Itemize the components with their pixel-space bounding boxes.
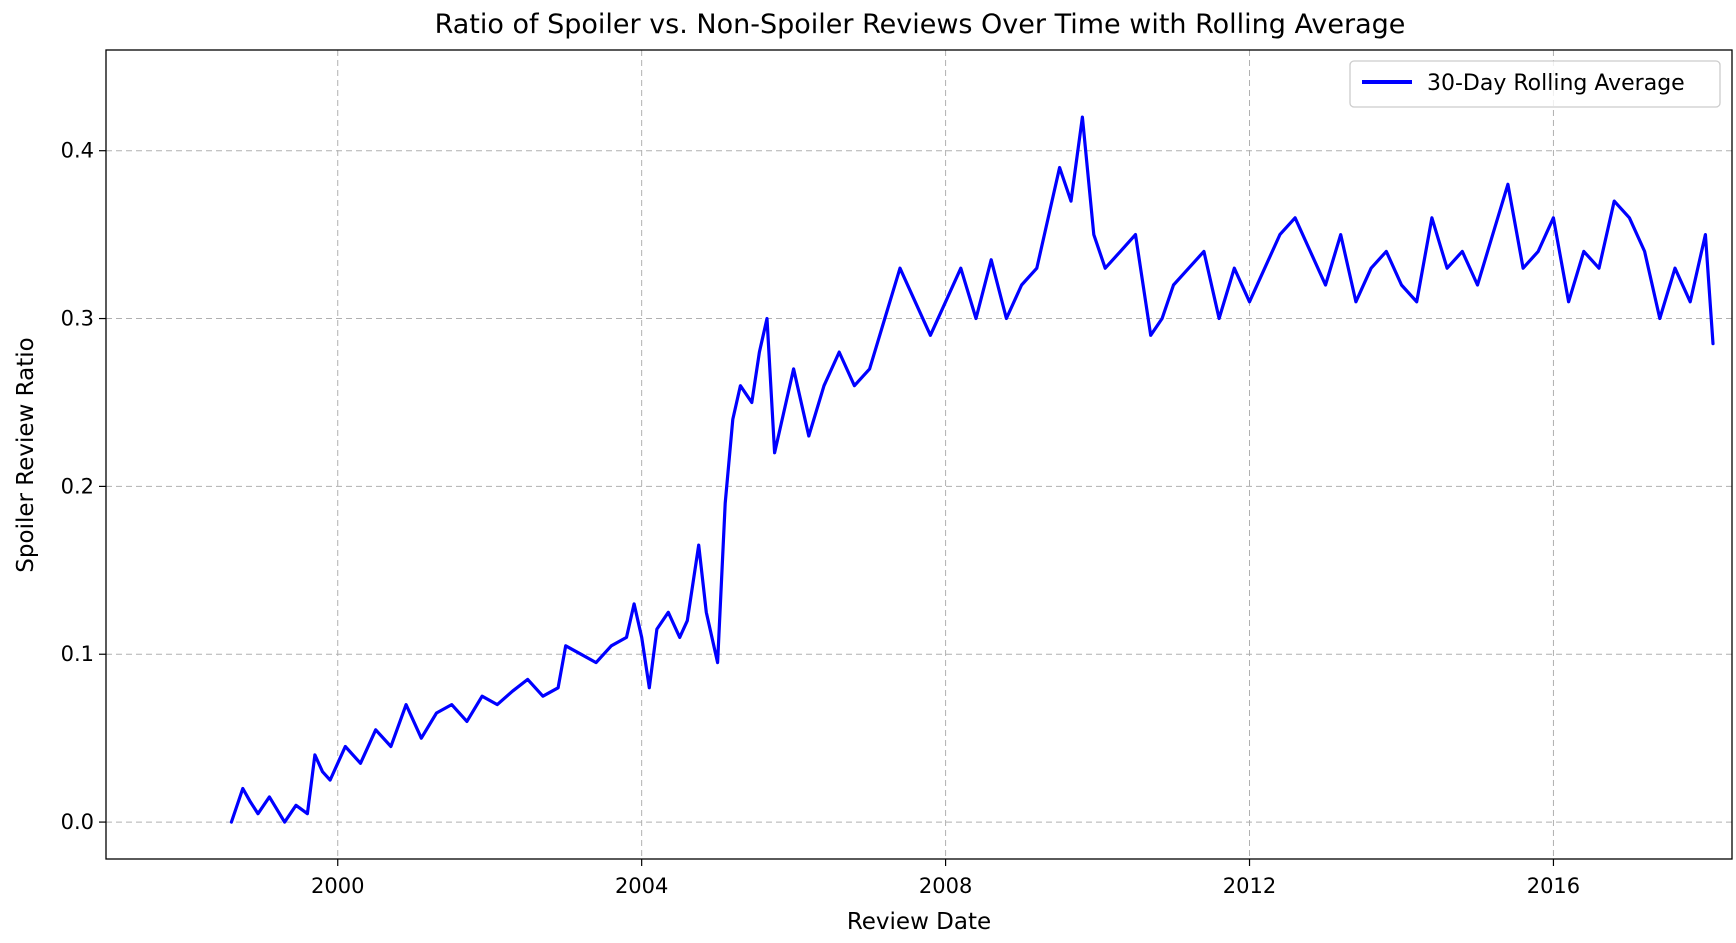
legend-box xyxy=(1349,60,1721,108)
legend: 30-Day Rolling Average xyxy=(1349,60,1721,108)
x-tick-label: 2008 xyxy=(919,874,972,898)
x-tick-label: 2016 xyxy=(1527,874,1580,898)
x-axis-label: Review Date xyxy=(847,909,991,935)
y-tick-label: 0.1 xyxy=(61,642,94,666)
grid xyxy=(106,50,1732,859)
legend-label: 30-Day Rolling Average xyxy=(1427,71,1685,96)
chart-title: Ratio of Spoiler vs. Non-Spoiler Reviews… xyxy=(435,9,1406,40)
y-tick-label: 0.0 xyxy=(61,810,94,834)
series-line xyxy=(229,115,1715,824)
y-tick-label: 0.2 xyxy=(61,474,94,498)
y-axis-label: Spoiler Review Ratio xyxy=(13,337,39,572)
y-tick-label: 0.3 xyxy=(61,307,94,331)
y-axis: 0.0 0.1 0.2 0.3 0.4 xyxy=(61,139,106,834)
x-tick-label: 2012 xyxy=(1223,874,1276,898)
x-axis: 2000 2004 2008 2012 2016 xyxy=(311,859,1580,898)
y-tick-label: 0.4 xyxy=(61,139,94,163)
x-tick-label: 2000 xyxy=(311,874,364,898)
series-layer xyxy=(229,115,1715,824)
x-tick-label: 2004 xyxy=(615,874,668,898)
plot-frame xyxy=(105,49,1733,860)
